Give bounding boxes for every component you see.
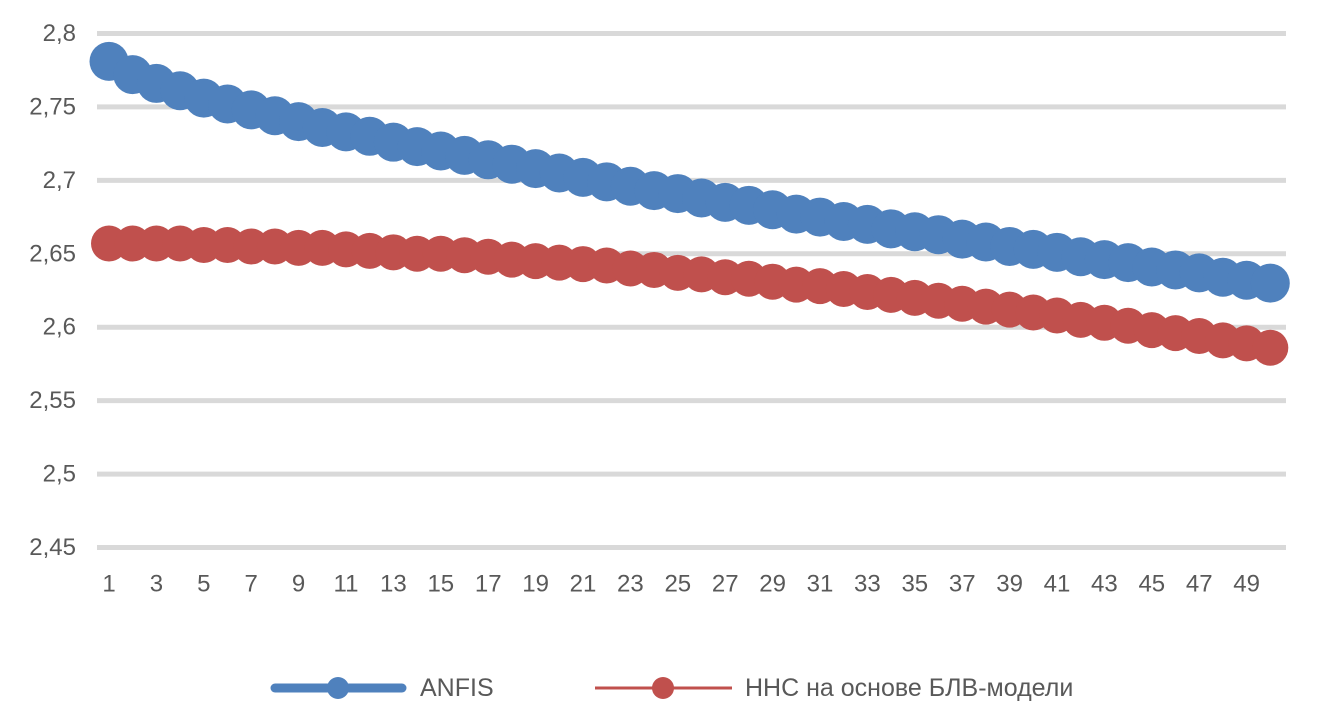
legend-anfis-line-marker-icon bbox=[270, 677, 407, 699]
x-axis-tick-label: 11 bbox=[334, 571, 359, 598]
y-axis-tick-label: 2,8 bbox=[43, 20, 76, 47]
legend-label-anfis: ANFIS bbox=[420, 674, 494, 702]
y-axis-tick-label: 2,5 bbox=[43, 461, 76, 488]
x-axis-tick-label: 39 bbox=[996, 571, 1023, 598]
legend-entry-nns: ННС на основе БЛВ-модели bbox=[595, 670, 1073, 706]
x-axis-tick-label: 37 bbox=[949, 571, 976, 598]
y-axis-tick-label: 2,45 bbox=[29, 534, 76, 561]
y-axis-tick-label: 2,7 bbox=[43, 167, 76, 194]
chart-legend: ANFIS ННС на основе БЛВ-модели bbox=[0, 670, 1318, 706]
x-axis-tick-label: 19 bbox=[522, 571, 549, 598]
y-axis-tick-label: 2,75 bbox=[29, 93, 76, 120]
x-axis-tick-label: 49 bbox=[1233, 571, 1260, 598]
x-axis-tick-label: 47 bbox=[1186, 571, 1213, 598]
legend-label-nns: ННС на основе БЛВ-модели bbox=[745, 674, 1074, 702]
x-axis-tick-label: 25 bbox=[664, 571, 691, 598]
y-axis-tick-label: 2,6 bbox=[43, 314, 76, 341]
data-point-marker-anfis bbox=[1250, 263, 1290, 303]
x-axis-tick-label: 29 bbox=[759, 571, 786, 598]
x-axis-tick-label: 1 bbox=[102, 571, 115, 598]
x-axis-tick-label: 9 bbox=[292, 571, 305, 598]
x-axis-tick-label: 7 bbox=[245, 571, 258, 598]
x-axis-tick-label: 41 bbox=[1044, 571, 1071, 598]
legend-anfis-dot bbox=[327, 677, 349, 699]
x-axis-tick-label: 17 bbox=[475, 571, 502, 598]
x-axis-tick-label: 43 bbox=[1091, 571, 1118, 598]
x-axis-tick-label: 31 bbox=[807, 571, 834, 598]
x-axis-tick-label: 15 bbox=[427, 571, 454, 598]
x-axis-tick-label: 3 bbox=[150, 571, 163, 598]
legend-entry-anfis: ANFIS bbox=[270, 670, 494, 706]
x-axis-tick-label: 35 bbox=[901, 571, 928, 598]
x-axis-tick-label: 27 bbox=[712, 571, 739, 598]
y-axis-tick-label: 2,65 bbox=[29, 240, 76, 267]
legend-nns-line-marker-icon bbox=[595, 677, 732, 699]
x-axis-tick-label: 21 bbox=[570, 571, 597, 598]
x-axis-tick-label: 23 bbox=[617, 571, 644, 598]
x-axis-tick-label: 45 bbox=[1138, 571, 1165, 598]
x-axis-tick-label: 33 bbox=[854, 571, 881, 598]
y-axis-tick-label: 2,55 bbox=[29, 387, 76, 414]
legend-nns-dot bbox=[652, 677, 674, 699]
x-axis-tick-label: 5 bbox=[197, 571, 210, 598]
x-axis-tick-label: 13 bbox=[380, 571, 407, 598]
data-point-marker-nns bbox=[1252, 329, 1289, 366]
